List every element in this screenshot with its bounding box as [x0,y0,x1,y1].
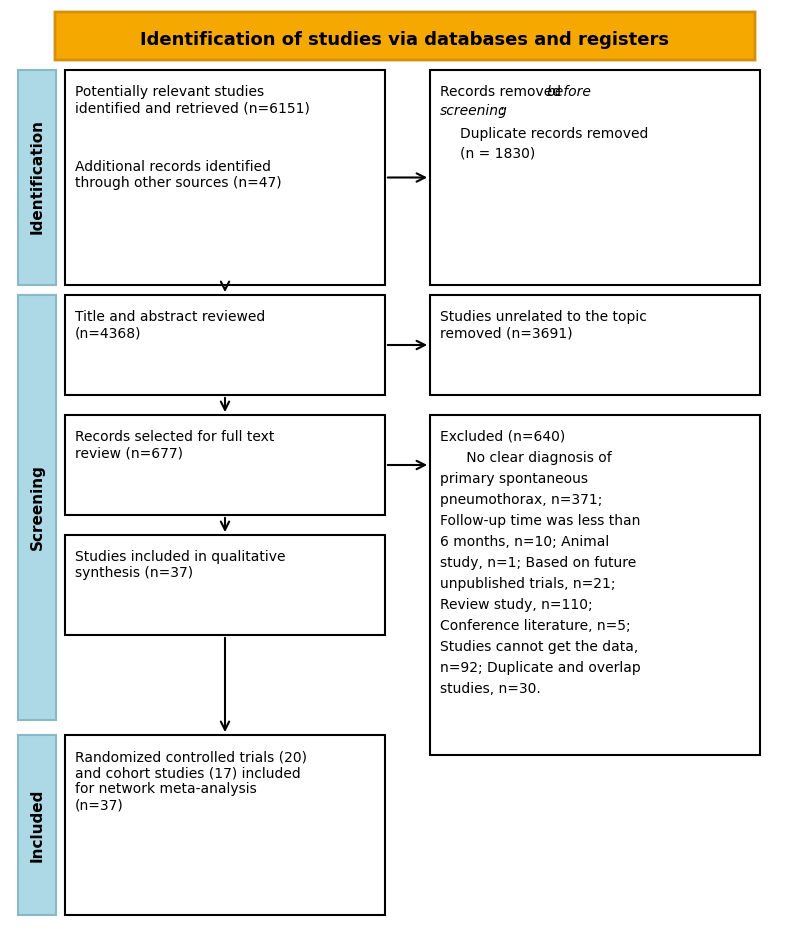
Text: Screening: Screening [29,464,45,550]
FancyBboxPatch shape [18,295,56,720]
Text: Included: Included [29,789,45,862]
Text: Studies cannot get the data,: Studies cannot get the data, [440,640,637,654]
Text: 6 months, n=10; Animal: 6 months, n=10; Animal [440,535,608,549]
Text: screening: screening [440,104,507,118]
Text: Follow-up time was less than: Follow-up time was less than [440,514,640,528]
Text: studies, n=30.: studies, n=30. [440,682,540,696]
Text: Records removed: Records removed [440,85,564,99]
Text: Studies included in qualitative
synthesis (n=37): Studies included in qualitative synthesi… [75,550,285,580]
Text: Excluded (n=640): Excluded (n=640) [440,430,564,444]
Text: Duplicate records removed: Duplicate records removed [460,127,647,141]
Text: No clear diagnosis of: No clear diagnosis of [440,451,611,465]
Bar [65,415,384,515]
Text: study, n=1; Based on future: study, n=1; Based on future [440,556,636,570]
Text: :: : [499,104,503,118]
Text: Randomized controlled trials (20)
and cohort studies (17) included
for network m: Randomized controlled trials (20) and co… [75,750,307,813]
Text: primary spontaneous: primary spontaneous [440,472,587,486]
Bar [65,535,384,635]
Bar [430,70,759,285]
Text: Identification: Identification [29,119,45,234]
Bar [65,735,384,915]
Text: Identification of studies via databases and registers: Identification of studies via databases … [140,31,669,49]
Text: pneumothorax, n=371;: pneumothorax, n=371; [440,493,602,507]
Text: Additional records identified
through other sources (n=47): Additional records identified through ot… [75,160,281,191]
FancyBboxPatch shape [18,70,56,285]
Text: unpublished trials, n=21;: unpublished trials, n=21; [440,577,615,591]
Bar [430,295,759,395]
Bar [65,70,384,285]
Text: before: before [547,85,591,99]
FancyBboxPatch shape [55,12,754,60]
Text: Conference literature, n=5;: Conference literature, n=5; [440,619,630,633]
Text: Review study, n=110;: Review study, n=110; [440,598,592,612]
Bar [65,295,384,395]
Text: Records selected for full text
review (n=677): Records selected for full text review (n… [75,430,274,460]
Text: (n = 1830): (n = 1830) [460,147,534,161]
Bar [430,415,759,755]
Text: Studies unrelated to the topic
removed (n=3691): Studies unrelated to the topic removed (… [440,310,646,340]
Text: n=92; Duplicate and overlap: n=92; Duplicate and overlap [440,661,640,675]
Text: Title and abstract reviewed
(n=4368): Title and abstract reviewed (n=4368) [75,310,265,340]
FancyBboxPatch shape [18,735,56,915]
Text: Potentially relevant studies
identified and retrieved (n=6151): Potentially relevant studies identified … [75,85,310,115]
